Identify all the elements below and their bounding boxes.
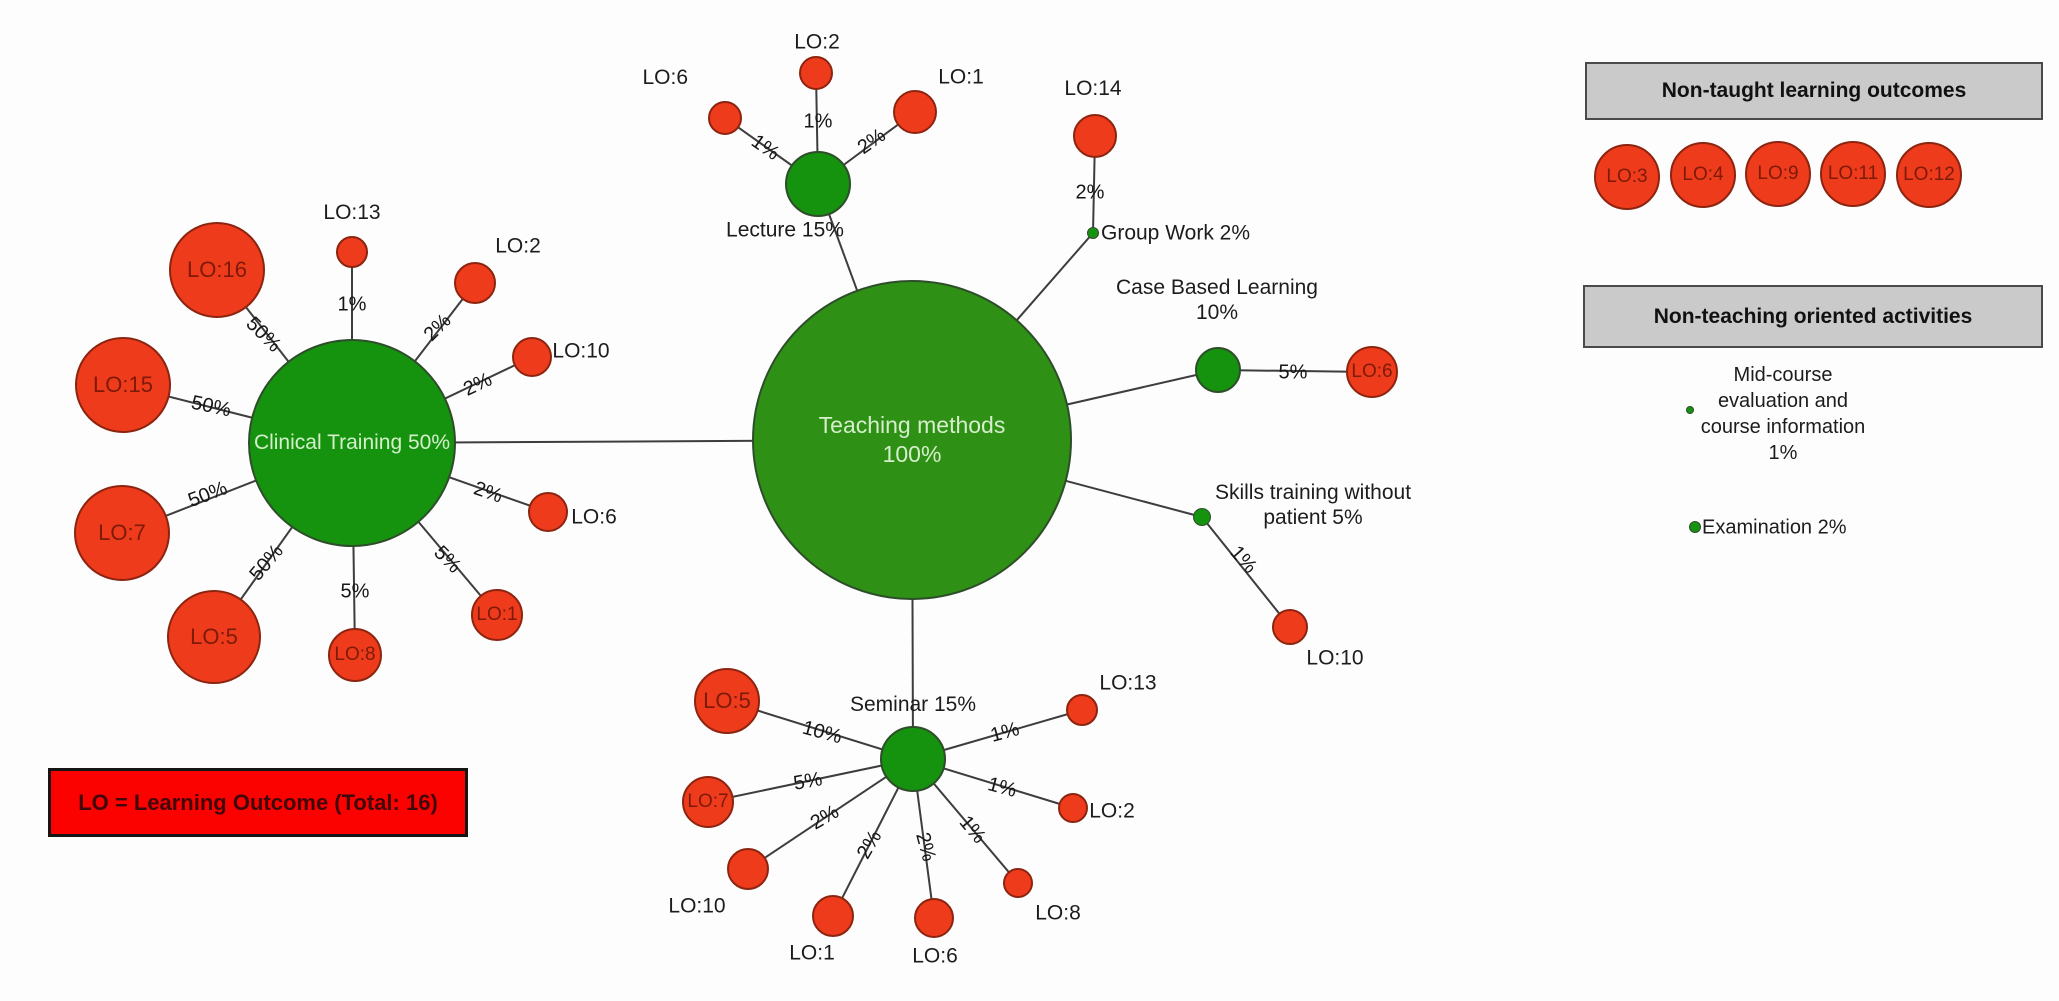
node-clinical-lo7: LO:7	[74, 485, 170, 581]
teaching-methods-label: Teaching methods 100%	[818, 412, 1006, 467]
edge-pct: 1%	[803, 110, 833, 133]
lo-label: LO:11	[1827, 163, 1879, 184]
node-seminar-lo2	[1058, 793, 1088, 823]
lo-label: LO:8	[334, 644, 376, 665]
clinical-training-label: Clinical Training 50%	[253, 431, 451, 454]
edge-skills-lo10	[1201, 516, 1291, 628]
node-seminar	[880, 726, 946, 792]
lo-label: LO:9	[1757, 163, 1799, 184]
edge-pct: 5%	[340, 580, 370, 603]
node-clinical-training: Clinical Training 50%	[248, 339, 456, 547]
lo-label: LO:7	[98, 520, 146, 545]
node-skills-training	[1193, 508, 1211, 526]
legend-node-lo9: LO:9	[1745, 141, 1811, 207]
node-seminar-lo10	[727, 848, 769, 890]
node-clinical-lo16: LO:16	[169, 222, 265, 318]
legend-node-lo4: LO:4	[1670, 142, 1736, 208]
node-clinical-lo15: LO:15	[75, 337, 171, 433]
mid-course-dot	[1686, 406, 1694, 414]
lo-label: LO:6	[1351, 361, 1393, 382]
lo-label: LO:14	[1064, 77, 1122, 100]
mid-course-label: Mid-course evaluation and course informa…	[1700, 364, 1866, 464]
skills-training-label: Skills training without patient 5%	[1214, 481, 1412, 529]
lo-label: LO:15	[93, 372, 153, 397]
lo-label: LO:10	[552, 339, 610, 363]
node-groupwork-lo14	[1073, 114, 1117, 158]
lo-label: LO:13	[1099, 671, 1157, 695]
legend-activities-header: Non-teaching oriented activities	[1583, 285, 2043, 348]
node-teaching-methods: Teaching methods 100%	[752, 280, 1072, 600]
lo-label: LO:10	[1306, 646, 1364, 670]
lo-label: LO:1	[476, 604, 518, 625]
lo-label: LO:6	[571, 505, 617, 529]
lo-label: LO:6	[912, 944, 958, 968]
edge-pct: 5%	[1278, 361, 1308, 384]
node-lecture-lo1	[893, 90, 937, 134]
note-box: LO = Learning Outcome (Total: 16)	[48, 768, 468, 837]
lo-label: LO:4	[1682, 164, 1724, 185]
node-clinical-lo8: LO:8	[328, 628, 382, 682]
lo-label: LO:1	[789, 941, 835, 965]
node-clinical-lo13	[336, 236, 368, 268]
node-casebased-lo6: LO:6	[1346, 346, 1398, 398]
edge-pct: 2%	[1075, 181, 1105, 204]
lo-label: LO:5	[703, 688, 751, 713]
node-seminar-lo1	[812, 895, 854, 937]
lo-label: LO:1	[938, 65, 984, 89]
node-clinical-lo1: LO:1	[471, 589, 523, 641]
node-clinical-lo5: LO:5	[167, 590, 261, 684]
node-lecture	[785, 151, 851, 217]
lecture-label: Lecture 15%	[726, 218, 844, 242]
lo-label: LO:13	[323, 201, 381, 224]
node-case-based-learning	[1195, 347, 1241, 393]
node-seminar-lo13	[1066, 694, 1098, 726]
legend-node-lo12: LO:12	[1896, 142, 1962, 208]
node-seminar-lo8	[1003, 868, 1033, 898]
examination-dot	[1689, 521, 1701, 533]
edge-pct: 1%	[337, 293, 367, 316]
lo-label: LO:16	[187, 257, 247, 282]
case-based-learning-label: Case Based Learning 10%	[1116, 276, 1318, 324]
legend-node-lo11: LO:11	[1820, 141, 1886, 207]
lo-label: LO:12	[1903, 164, 1955, 185]
lo-label: LO:8	[1035, 901, 1081, 925]
node-seminar-lo5: LO:5	[694, 668, 760, 734]
note-text: LO = Learning Outcome (Total: 16)	[78, 789, 438, 815]
lo-label: LO:2	[1089, 799, 1135, 823]
node-clinical-lo6	[528, 492, 568, 532]
lo-label: LO:2	[495, 234, 541, 258]
legend-non-taught-title: Non-taught learning outcomes	[1661, 79, 1967, 102]
node-clinical-lo2	[454, 262, 496, 304]
lo-label: LO:10	[668, 894, 726, 918]
lo-label: LO:6	[642, 66, 688, 89]
lo-label: LO:2	[794, 30, 840, 54]
examination-label: Examination 2%	[1702, 516, 1847, 539]
lo-label: LO:7	[687, 791, 729, 812]
seminar-label: Seminar 15%	[849, 693, 977, 716]
group-work-label: Group Work 2%	[1101, 221, 1250, 245]
node-lecture-lo2	[799, 56, 833, 90]
node-seminar-lo6	[914, 898, 954, 938]
lo-label: LO:3	[1606, 166, 1648, 187]
lo-label: LO:5	[190, 624, 238, 649]
node-group-work	[1087, 227, 1099, 239]
node-clinical-lo10	[512, 337, 552, 377]
edge-seminar-lo7	[707, 758, 914, 803]
node-seminar-lo7: LO:7	[682, 776, 734, 828]
node-lecture-lo6	[708, 101, 742, 135]
edge-pct: 5%	[791, 768, 825, 795]
legend-non-taught-header: Non-taught learning outcomes	[1585, 62, 2043, 120]
node-skills-lo10	[1272, 609, 1308, 645]
legend-node-lo3: LO:3	[1594, 144, 1660, 210]
legend-activities-title: Non-teaching oriented activities	[1653, 304, 1973, 328]
